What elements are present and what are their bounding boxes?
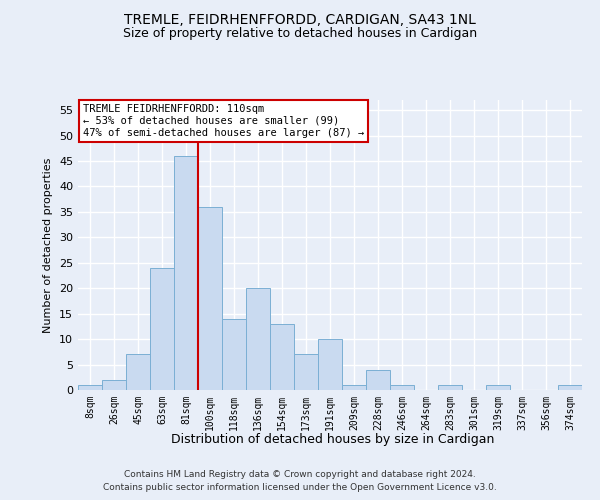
Text: TREMLE, FEIDRHENFFORDD, CARDIGAN, SA43 1NL: TREMLE, FEIDRHENFFORDD, CARDIGAN, SA43 1… (124, 12, 476, 26)
Bar (222, 319, 246, 390)
Bar (390, 385, 414, 390)
Bar (198, 207, 222, 390)
Bar (126, 354, 150, 390)
Text: Distribution of detached houses by size in Cardigan: Distribution of detached houses by size … (172, 432, 494, 446)
Bar (246, 288, 270, 390)
Bar (342, 385, 366, 390)
Bar (102, 380, 126, 390)
Bar (438, 385, 462, 390)
Text: Contains HM Land Registry data © Crown copyright and database right 2024.: Contains HM Land Registry data © Crown c… (124, 470, 476, 479)
Bar (270, 324, 294, 390)
Bar (558, 385, 582, 390)
Bar (318, 339, 342, 390)
Text: TREMLE FEIDRHENFFORDD: 110sqm
← 53% of detached houses are smaller (99)
47% of s: TREMLE FEIDRHENFFORDD: 110sqm ← 53% of d… (83, 104, 364, 138)
Bar (366, 370, 390, 390)
Text: Contains public sector information licensed under the Open Government Licence v3: Contains public sector information licen… (103, 482, 497, 492)
Bar (174, 156, 198, 390)
Y-axis label: Number of detached properties: Number of detached properties (43, 158, 53, 332)
Bar (294, 354, 318, 390)
Bar (486, 385, 510, 390)
Text: Size of property relative to detached houses in Cardigan: Size of property relative to detached ho… (123, 28, 477, 40)
Bar (78, 385, 102, 390)
Bar (150, 268, 174, 390)
